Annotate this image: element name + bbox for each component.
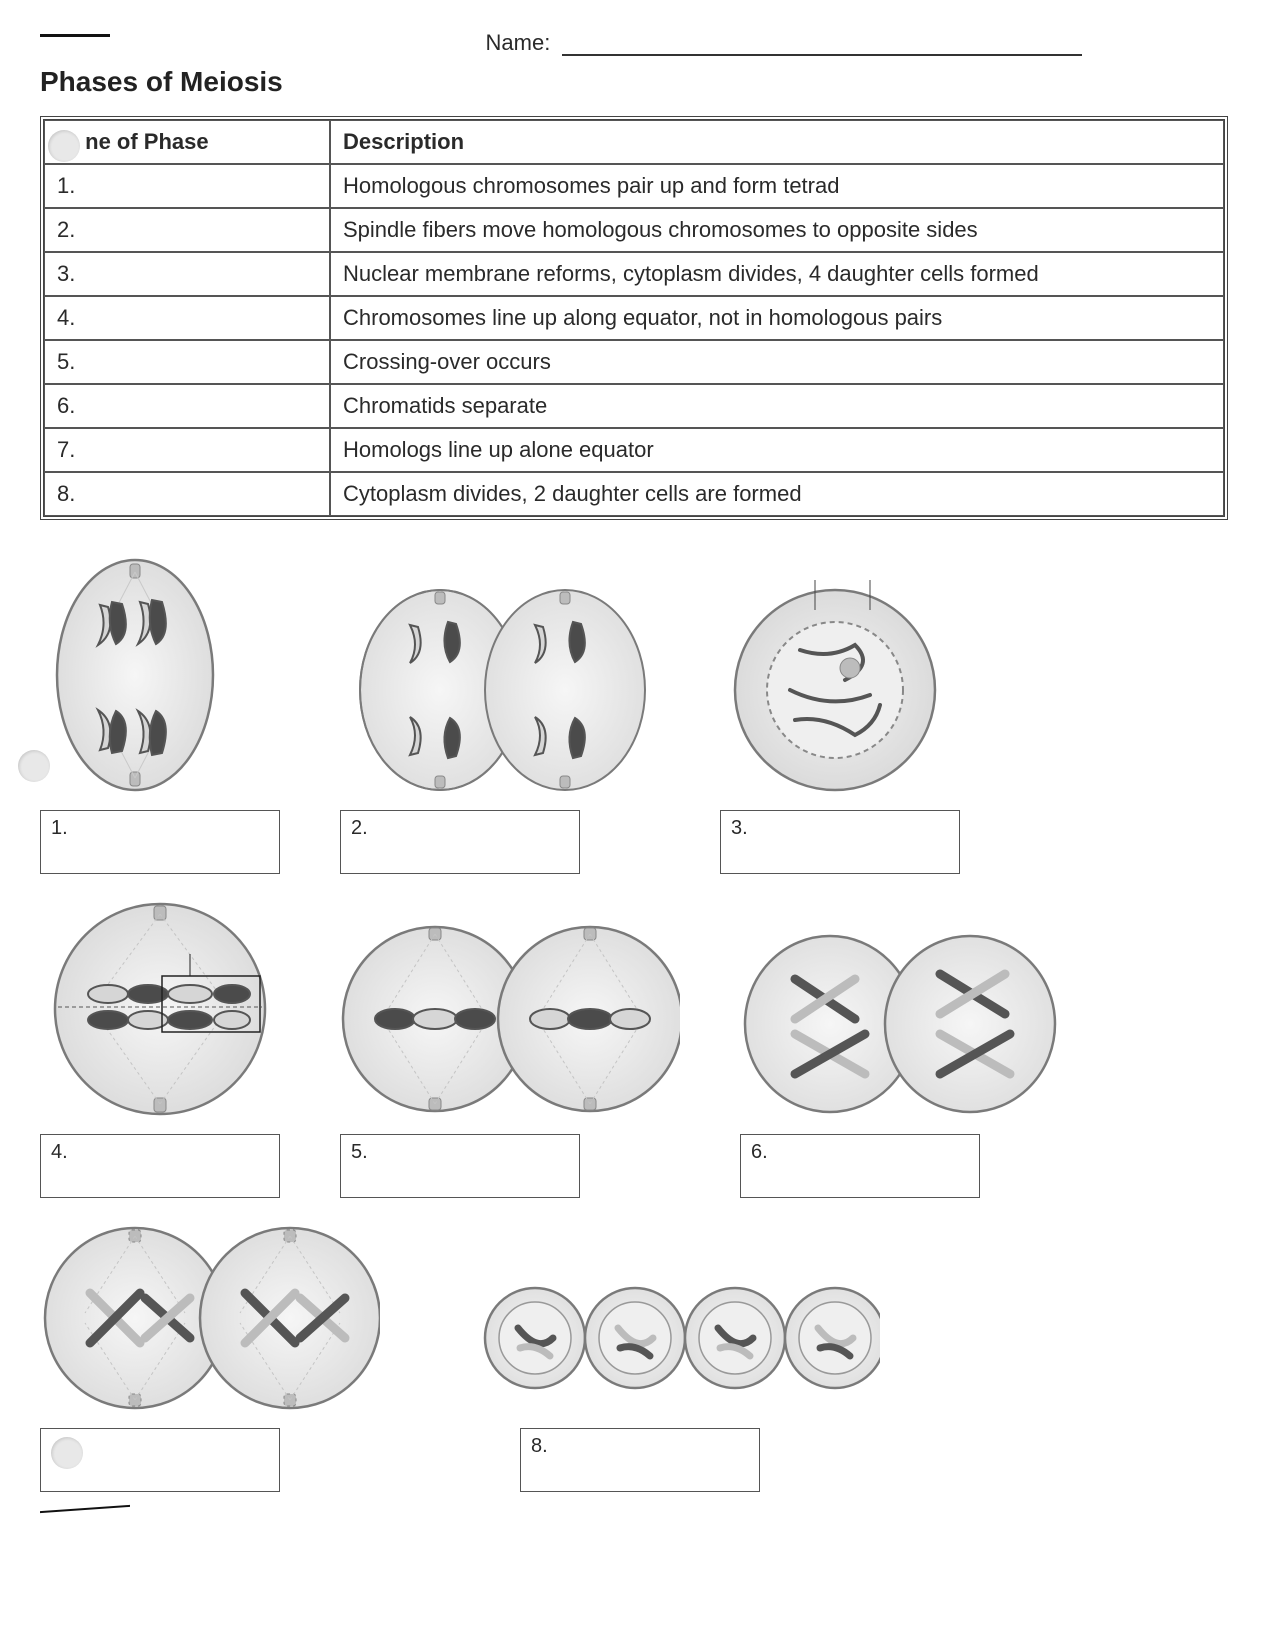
phase-desc: Cytoplasm divides, 2 daughter cells are …	[330, 472, 1224, 516]
diagram-grid: 1.	[40, 550, 1228, 1492]
table-row: 6.Chromatids separate	[44, 384, 1224, 428]
table-row: 7.Homologs line up alone equator	[44, 428, 1224, 472]
phase-desc: Homologous chromosomes pair up and form …	[330, 164, 1224, 208]
phase-num[interactable]: 1.	[44, 164, 330, 208]
phase-num[interactable]: 5.	[44, 340, 330, 384]
phase-num[interactable]: 7.	[44, 428, 330, 472]
diagram-cell-4	[40, 894, 280, 1124]
answer-box-1[interactable]: 1.	[40, 810, 280, 874]
phase-desc: Chromosomes line up along equator, not i…	[330, 296, 1224, 340]
phase-desc: Nuclear membrane reforms, cytoplasm divi…	[330, 252, 1224, 296]
scan-mark-top	[40, 34, 110, 37]
answer-box-4[interactable]: 4.	[40, 1134, 280, 1198]
phase-desc: Homologs line up alone equator	[330, 428, 1224, 472]
table-row: 1.Homologous chromosomes pair up and for…	[44, 164, 1224, 208]
phase-desc: Spindle fibers move homologous chromosom…	[330, 208, 1224, 252]
diagram-cell-8	[480, 1258, 880, 1418]
phase-num[interactable]: 3.	[44, 252, 330, 296]
diagram-cell-2	[340, 580, 660, 800]
hole-punch-icon	[51, 1437, 83, 1469]
phase-num[interactable]: 8.	[44, 472, 330, 516]
name-blank-line[interactable]	[562, 54, 1082, 56]
diagram-cell-5	[340, 914, 680, 1124]
diagram-cell-7	[40, 1218, 380, 1418]
name-field-row: Name:	[40, 30, 1228, 56]
phase-num[interactable]: 2.	[44, 208, 330, 252]
diagram-cell-6	[740, 924, 1060, 1124]
answer-box-5[interactable]: 5.	[340, 1134, 580, 1198]
header-description: Description	[330, 120, 1224, 164]
table-row: 5.Crossing-over occurs	[44, 340, 1224, 384]
name-label: Name:	[486, 30, 551, 55]
scan-mark-bottom	[40, 1505, 130, 1527]
phase-desc: Chromatids separate	[330, 384, 1224, 428]
diagram-cell-3	[720, 580, 950, 800]
header-phase: Nane of Phase	[44, 120, 330, 164]
hole-punch-icon	[18, 750, 50, 782]
page-title: Phases of Meiosis	[40, 66, 1228, 98]
table-row: 2.Spindle fibers move homologous chromos…	[44, 208, 1224, 252]
table-row: 4.Chromosomes line up along equator, not…	[44, 296, 1224, 340]
diagram-cell-1	[40, 550, 230, 800]
answer-box-7[interactable]: 7.	[40, 1428, 280, 1492]
hole-punch-icon	[48, 130, 80, 162]
phase-num[interactable]: 6.	[44, 384, 330, 428]
table-row: 8.Cytoplasm divides, 2 daughter cells ar…	[44, 472, 1224, 516]
answer-box-8[interactable]: 8.	[520, 1428, 760, 1492]
table-header-row: Nane of Phase Description	[44, 120, 1224, 164]
phase-num[interactable]: 4.	[44, 296, 330, 340]
table-row: 3.Nuclear membrane reforms, cytoplasm di…	[44, 252, 1224, 296]
answer-box-6[interactable]: 6.	[740, 1134, 980, 1198]
phases-table: Nane of Phase Description 1.Homologous c…	[40, 116, 1228, 520]
phase-desc: Crossing-over occurs	[330, 340, 1224, 384]
answer-box-3[interactable]: 3.	[720, 810, 960, 874]
answer-box-2[interactable]: 2.	[340, 810, 580, 874]
